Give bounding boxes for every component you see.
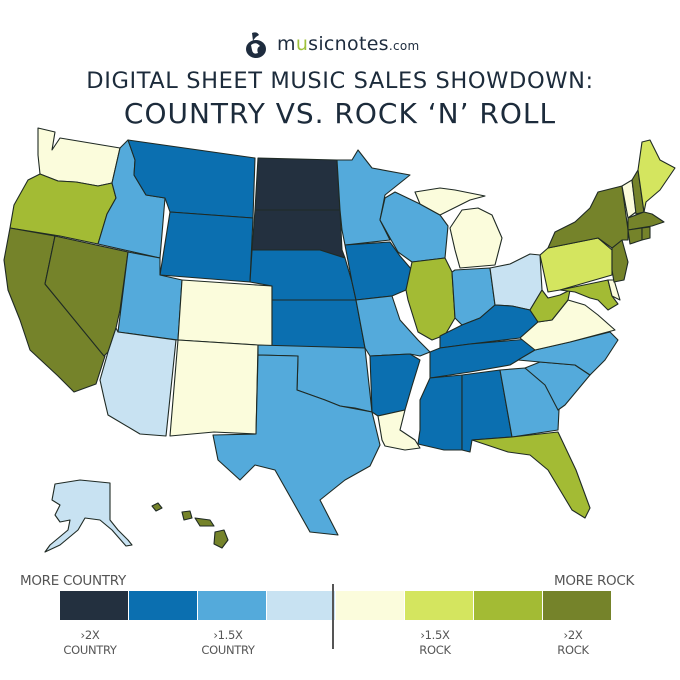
- title-line-2: COUNTRY VS. ROCK ‘N’ ROLL: [123, 97, 557, 130]
- legend-label-country-1-5x: ›1.5X COUNTRY: [201, 628, 255, 657]
- state-AR[interactable]: [369, 353, 421, 417]
- state-MT[interactable]: [127, 139, 256, 219]
- state-TX[interactable]: [212, 354, 381, 536]
- title-line-1: DIGITAL SHEET MUSIC SALES SHOWDOWN:: [86, 68, 594, 94]
- legend-label-rock-2x: ›2X ROCK: [557, 628, 589, 657]
- legend-divider: [332, 584, 334, 649]
- state-NY[interactable]: [547, 185, 629, 249]
- state-WA[interactable]: [37, 127, 121, 187]
- state-AZ[interactable]: [99, 327, 177, 437]
- legend-swatch-rock-high: [474, 591, 542, 620]
- legend-swatch-rock-2x: [543, 591, 611, 620]
- legend-swatches: [60, 591, 612, 620]
- state-CT[interactable]: [627, 227, 643, 245]
- legend-swatch-country-1-5x: [198, 591, 266, 620]
- state-MI[interactable]: [414, 187, 503, 269]
- legend-swatch-country-high: [129, 591, 197, 620]
- legend-label-rock-1-5x: ›1.5X ROCK: [419, 628, 451, 657]
- state-HI[interactable]: [151, 502, 229, 549]
- state-CO[interactable]: [177, 279, 273, 347]
- state-NM[interactable]: [169, 339, 259, 437]
- legend-label-country-2x: ›2X COUNTRY: [63, 628, 117, 657]
- state-WY[interactable]: [159, 211, 254, 283]
- state-OH[interactable]: [489, 253, 543, 311]
- state-LA[interactable]: [377, 409, 421, 451]
- legend-swatch-rock-1-5x: [405, 591, 473, 620]
- state-KS[interactable]: [271, 299, 366, 349]
- state-MO[interactable]: [355, 295, 431, 357]
- state-AK[interactable]: [44, 479, 133, 553]
- legend-heading-country: MORE COUNTRY: [20, 573, 126, 589]
- state-FL[interactable]: [471, 431, 591, 519]
- legend-swatch-country-2x: [60, 591, 128, 620]
- state-IL[interactable]: [405, 257, 456, 341]
- music-note-logo-icon: [246, 32, 266, 58]
- state-MS[interactable]: [417, 374, 463, 451]
- legend-heading-rock: MORE ROCK: [554, 573, 635, 589]
- brand-name: musicnotes.com: [277, 33, 420, 55]
- legend-swatch-country-low: [267, 591, 335, 620]
- brand-logo: musicnotes.com: [243, 26, 420, 62]
- state-RI[interactable]: [641, 226, 651, 241]
- state-ND[interactable]: [254, 157, 341, 211]
- state-ME[interactable]: [637, 139, 676, 213]
- legend-swatch-rock-low: [336, 591, 404, 620]
- state-DE[interactable]: [607, 279, 621, 301]
